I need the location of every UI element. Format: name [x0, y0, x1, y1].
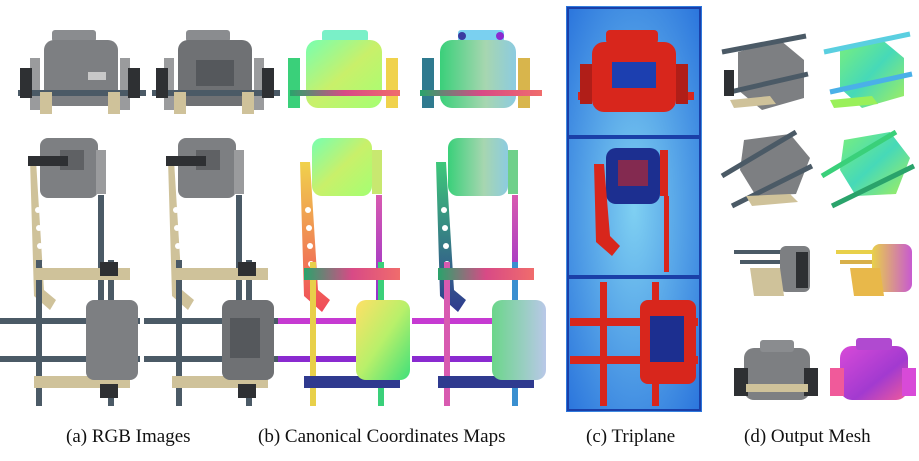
rgb-images-column [0, 30, 280, 406]
ccm-row3-img1 [278, 262, 410, 406]
rgb-row3-img1 [0, 260, 140, 406]
ccm-row1-img2 [420, 30, 542, 108]
caption-triplane: (c) Triplane [586, 426, 676, 447]
mesh-row4-rgb [734, 340, 818, 400]
ccm-row3-img2 [412, 262, 546, 406]
output-mesh-column [720, 31, 916, 400]
mesh-row3-ccm [836, 244, 912, 296]
rgb-row3-img2 [144, 260, 280, 406]
triplane-column [566, 6, 702, 412]
mesh-row2-rgb [720, 129, 814, 209]
triplane-plane-yz [567, 277, 701, 411]
mesh-row4-ccm [830, 338, 916, 400]
mesh-row1-ccm [823, 31, 913, 108]
caption-rgb-images: (a) RGB Images [66, 426, 191, 447]
rgb-row1-img2 [152, 30, 280, 114]
caption-canonical-coordinates-maps: (b) Canonical Coordinates Maps [258, 426, 506, 447]
ccm-row1-img1 [288, 30, 400, 108]
mesh-row1-rgb [721, 33, 809, 110]
mesh-row2-ccm [820, 129, 916, 209]
caption-output-mesh: (d) Output Mesh [744, 426, 871, 447]
triplane-plane-xz [567, 137, 701, 277]
rgb-row1-img1 [18, 30, 146, 114]
mesh-row3-rgb [734, 246, 810, 296]
triplane-plane-xy [567, 7, 701, 137]
ccm-column [278, 30, 546, 406]
